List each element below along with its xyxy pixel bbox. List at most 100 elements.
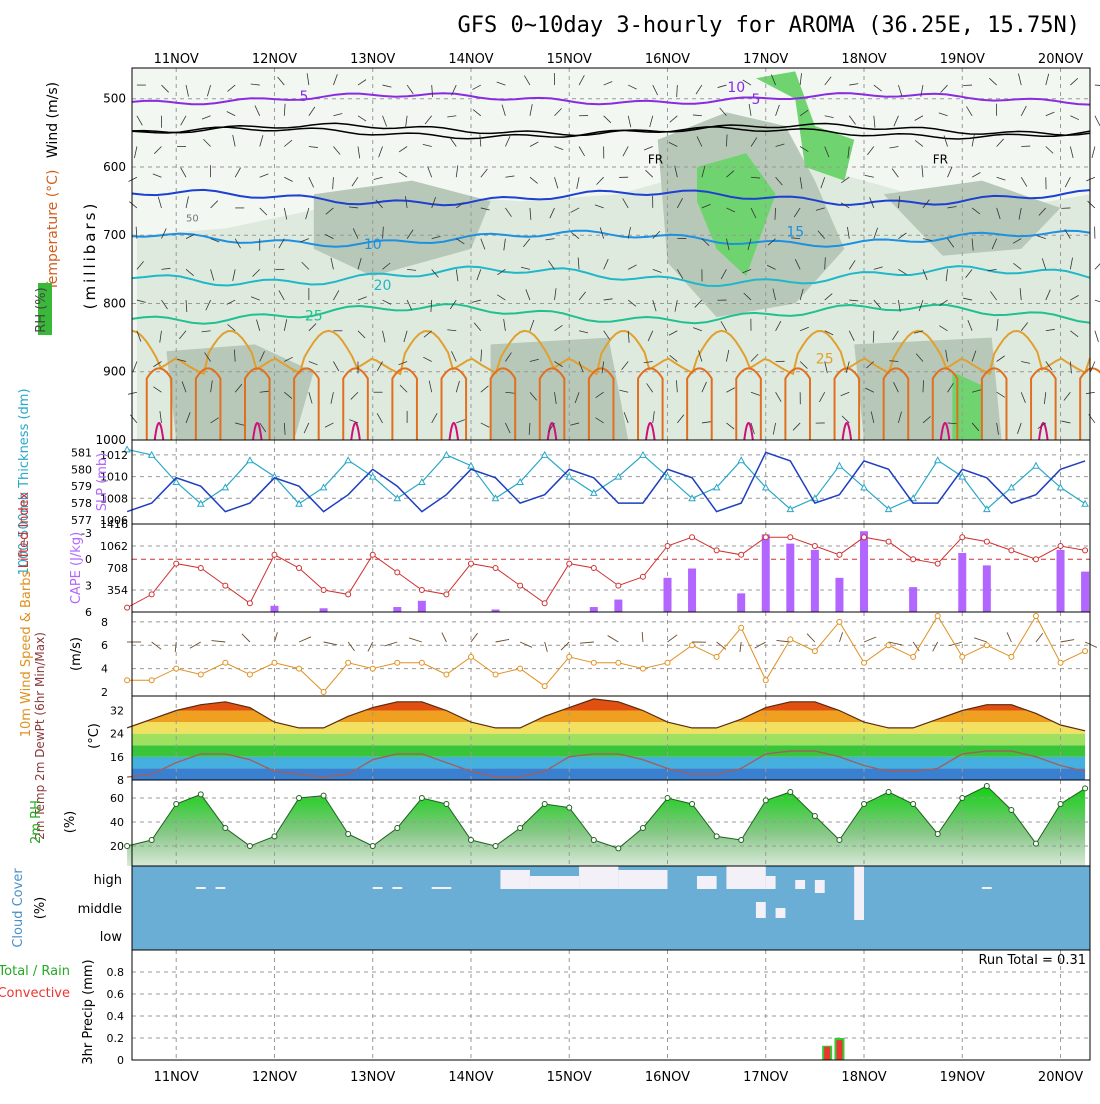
date-label-top: 11NOV <box>154 52 199 67</box>
li-line-point <box>1058 544 1063 549</box>
thickness-ytick: 578 <box>71 497 92 510</box>
wind10-line-point <box>1058 660 1063 665</box>
cape-label: CAPE (J/kg) <box>69 532 84 604</box>
cape-bar <box>762 534 770 612</box>
upper-ytick: 500 <box>103 92 126 106</box>
wind-barb <box>1095 85 1100 86</box>
rh2m-ytick: 40 <box>110 816 124 829</box>
wind10-line-point <box>616 660 621 665</box>
wind10-line-point <box>862 660 867 665</box>
date-label-top: 14NOV <box>448 52 493 67</box>
li-line-point <box>542 601 547 606</box>
li-line-point <box>321 588 326 593</box>
temp-ytick: 24 <box>110 728 124 741</box>
li-line-point <box>297 566 302 571</box>
wind10-line-point <box>640 666 645 671</box>
precip-bg <box>132 950 1090 1060</box>
rh2m-line-point <box>493 844 498 849</box>
wind10-line-point <box>714 654 719 659</box>
rh2m-line-point <box>886 790 891 795</box>
rh2m-line-point <box>911 802 916 807</box>
isotherm-label: 20 <box>374 278 392 294</box>
rh2m-line-point <box>567 805 572 810</box>
temp-band <box>132 734 1090 746</box>
rh2m-line-point <box>223 826 228 831</box>
temp-ytick: 32 <box>110 704 124 717</box>
upper-ytick: 600 <box>103 160 126 174</box>
li-line-point <box>493 566 498 571</box>
rh-label: 50 <box>186 214 199 225</box>
date-label-top: 18NOV <box>841 52 886 67</box>
li-line-point <box>591 566 596 571</box>
cloud-trace <box>373 887 383 889</box>
rh2m-line-point <box>1058 802 1063 807</box>
rh2m-line-point <box>1009 808 1014 813</box>
cape-bar <box>958 553 966 612</box>
li-line-point <box>419 588 424 593</box>
cape-bar <box>393 607 401 612</box>
li-line-point <box>346 592 351 597</box>
rh2m-line-point <box>640 826 645 831</box>
cloud-block <box>815 880 825 893</box>
rh2m-line-point <box>690 802 695 807</box>
thickness-ytick: 577 <box>71 514 92 527</box>
date-label-bottom: 15NOV <box>547 1070 592 1085</box>
rh2m-line-point <box>1033 841 1038 846</box>
wind10-line-point <box>984 643 989 648</box>
upper-legend-temp: Temperature (°C) <box>45 170 61 292</box>
date-label-bottom: 20NOV <box>1038 1070 1083 1085</box>
cape-bar <box>1081 572 1089 612</box>
rh2m-line-point <box>198 792 203 797</box>
cape-bar <box>663 578 671 612</box>
li-line-point <box>714 548 719 553</box>
li-line-point <box>1009 548 1014 553</box>
isotherm-label: 5 <box>751 92 760 108</box>
rh2m-label: 2m RH <box>29 800 44 844</box>
wind10-line-point <box>518 666 523 671</box>
date-label-bottom: 13NOV <box>350 1070 395 1085</box>
cape-bar <box>811 550 819 612</box>
cloud-trace <box>216 887 226 889</box>
li-label: Lifted Index <box>17 491 32 568</box>
wind10-line-point <box>1033 614 1038 619</box>
cape-bg <box>132 524 1090 612</box>
date-label-top: 20NOV <box>1038 52 1083 67</box>
upper-ytick: 1000 <box>95 433 126 447</box>
wind10-line-point <box>911 654 916 659</box>
wind-barb <box>1095 262 1100 270</box>
li-line-point <box>886 539 891 544</box>
wind10-line-point <box>886 643 891 648</box>
wind10-label: 10m Wind Speed & Barbs <box>19 571 34 738</box>
precip-ytick: 0 <box>117 1054 124 1067</box>
rh2m-line-point <box>518 826 523 831</box>
cloud-block <box>854 866 864 920</box>
temp-ytick: 8 <box>117 774 124 787</box>
cape-bar <box>270 606 278 612</box>
wind10-line-point <box>297 666 302 671</box>
isotherm-label: 5 <box>299 89 308 105</box>
rh2m-line-point <box>370 844 375 849</box>
wind10-line-point <box>1009 654 1014 659</box>
li-line-point <box>395 570 400 575</box>
rh2m-line-point <box>665 796 670 801</box>
wind10-line-point <box>567 654 572 659</box>
date-label-bottom: 12NOV <box>252 1070 297 1085</box>
cape-bar <box>418 601 426 612</box>
li-line-point <box>960 535 965 540</box>
cape-bar <box>860 531 868 612</box>
date-label-top: 16NOV <box>645 52 690 67</box>
rh2m-line-point <box>837 838 842 843</box>
wind10-line-point <box>272 660 277 665</box>
rh2m-line-point <box>125 844 130 849</box>
rh2m-line-point <box>714 834 719 839</box>
wind10-ytick: 6 <box>101 639 108 652</box>
wind10-line-point <box>198 672 203 677</box>
wind10-line-point <box>837 619 842 624</box>
rh2m-line-point <box>616 846 621 851</box>
cloud-unit: (%) <box>33 897 48 920</box>
precip-label: 3hr Precip (mm) <box>81 959 96 1064</box>
cape-bar <box>983 565 991 612</box>
isotherm-label: 15 <box>786 225 804 241</box>
wind10-line-point <box>493 672 498 677</box>
rh2m-line-point <box>960 796 965 801</box>
